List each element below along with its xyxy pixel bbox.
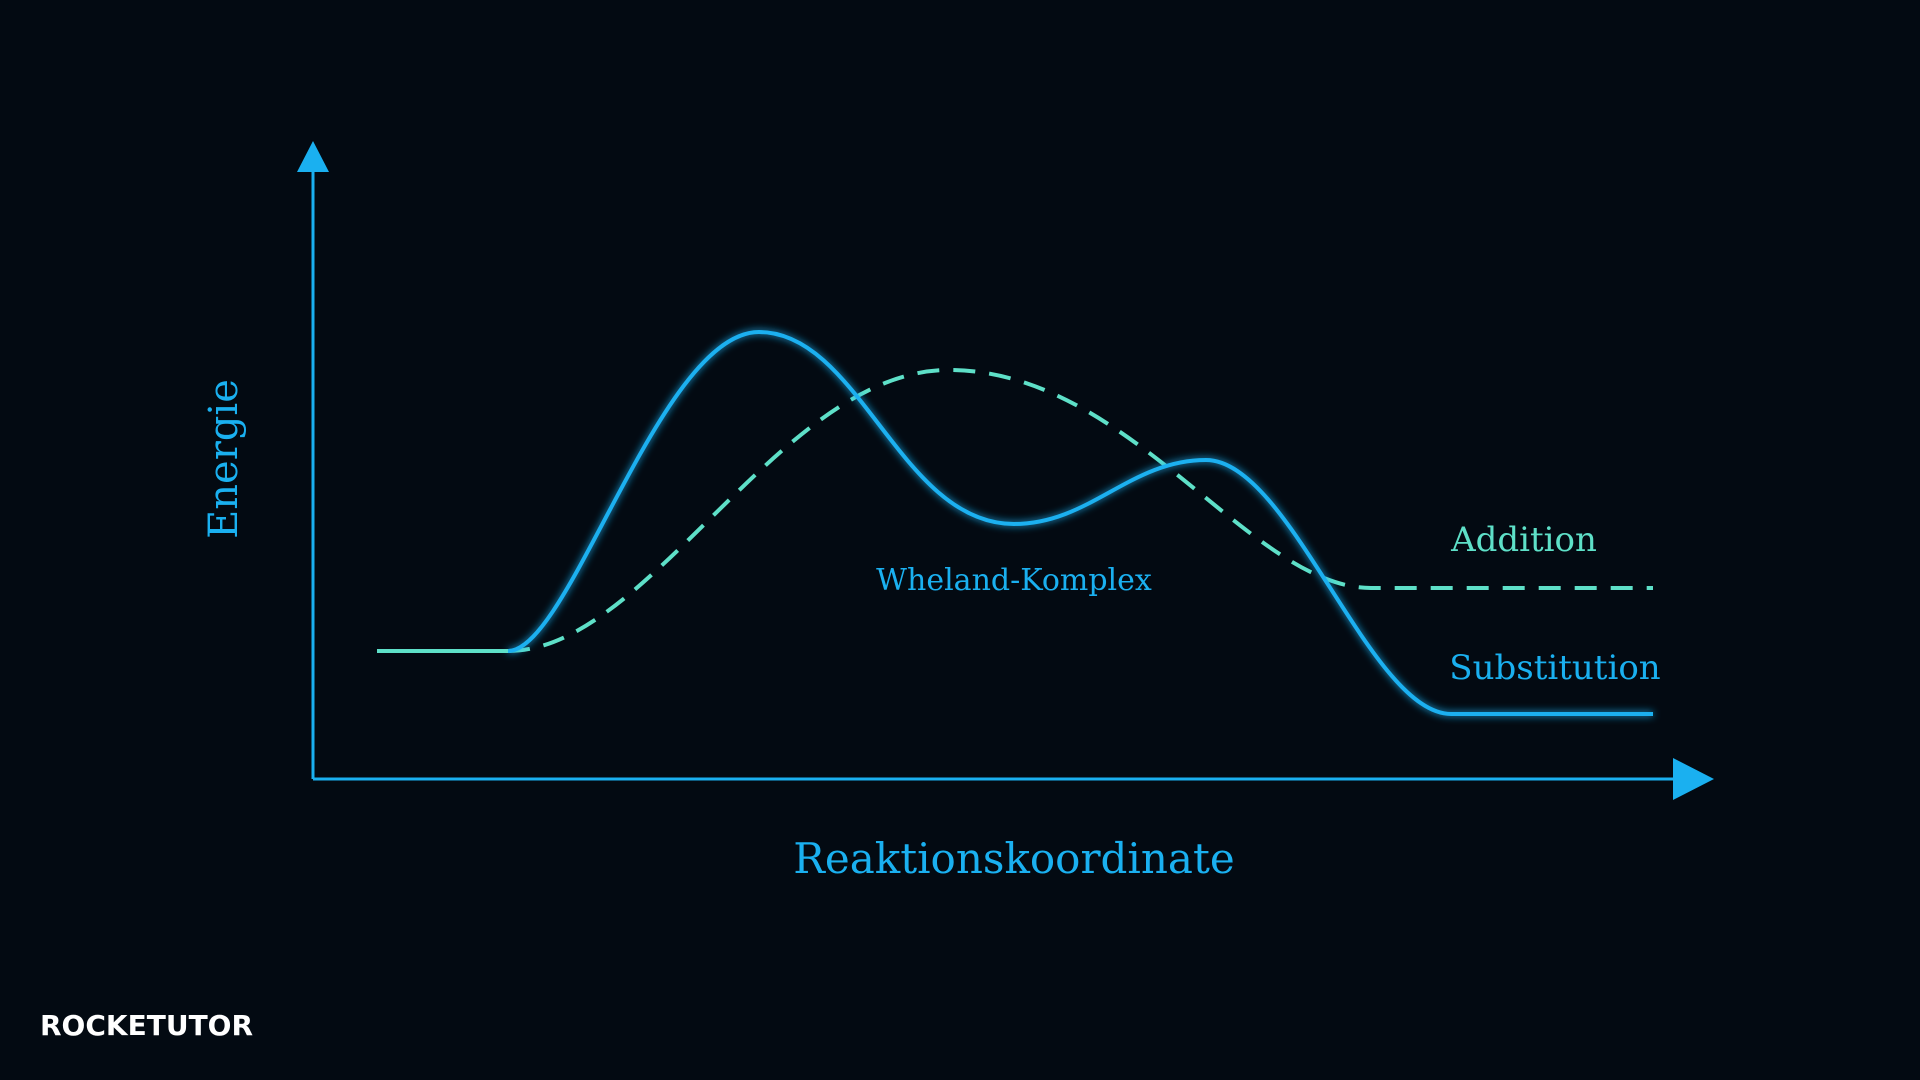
x-axis-arrow xyxy=(1673,758,1714,800)
substitution-curve xyxy=(507,329,1653,716)
y-axis-label: Energie xyxy=(201,379,247,539)
annotation: Wheland-Komplex xyxy=(876,563,1152,598)
x-axis-label: Reaktionskoordinate xyxy=(793,834,1234,883)
brand-logo: ROCKETUTOR xyxy=(40,1009,253,1042)
addition-curve xyxy=(507,367,1653,653)
substitution-label: Substitution xyxy=(1449,648,1660,688)
y-axis-arrow xyxy=(297,141,329,172)
addition-label: Addition xyxy=(1450,520,1597,560)
